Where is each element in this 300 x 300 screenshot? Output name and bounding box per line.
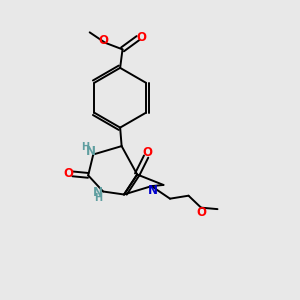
Text: O: O — [99, 34, 109, 47]
Text: H: H — [81, 142, 90, 152]
Text: O: O — [136, 31, 146, 44]
Text: H: H — [94, 193, 102, 203]
Text: O: O — [142, 146, 153, 160]
Text: N: N — [147, 184, 158, 197]
Text: O: O — [196, 206, 206, 219]
Text: O: O — [64, 167, 74, 180]
Text: N: N — [85, 145, 96, 158]
Text: N: N — [93, 186, 103, 199]
